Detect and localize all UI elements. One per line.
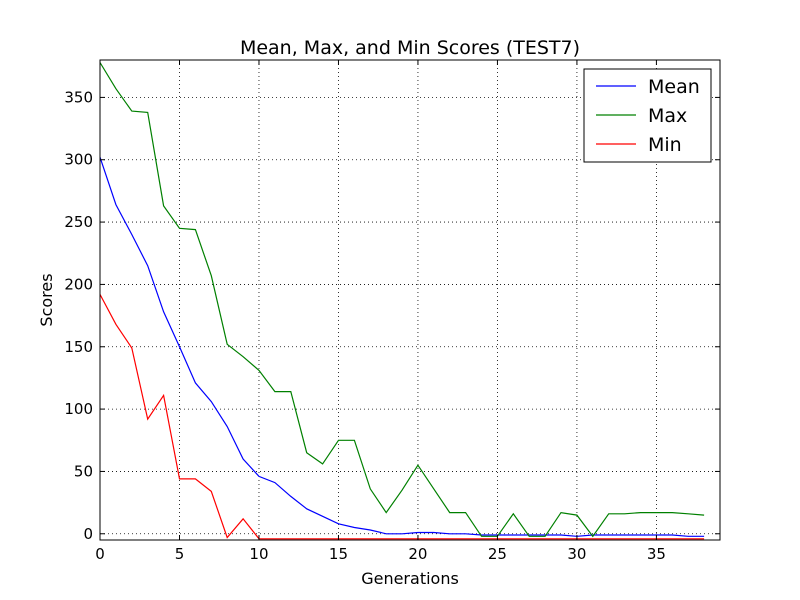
x-tick-label: 25 <box>488 545 507 563</box>
x-tick-label: 35 <box>647 545 666 563</box>
legend-label-max: Max <box>648 105 687 127</box>
series-line-mean <box>99 157 705 537</box>
chart-title: Mean, Max, and Min Scores (TEST7) <box>240 37 580 59</box>
legend-label-mean: Mean <box>648 76 700 98</box>
y-tick-label: 150 <box>64 338 93 356</box>
x-tick-label: 10 <box>249 545 268 563</box>
x-tick-labels: 0 5 10 15 20 25 30 35 <box>95 545 666 563</box>
legend: Mean Max Min <box>583 68 712 163</box>
x-tick-label: 30 <box>567 545 586 563</box>
y-tick-label: 0 <box>83 525 93 543</box>
axis-ticks <box>99 60 720 540</box>
x-tick-label: 20 <box>408 545 427 563</box>
x-axis-label: Generations <box>361 569 459 588</box>
y-tick-label: 100 <box>64 400 93 418</box>
x-tick-label: 15 <box>329 545 348 563</box>
series-layer <box>99 62 705 540</box>
y-axis-label: Scores <box>37 273 56 326</box>
y-tick-label: 200 <box>64 275 93 293</box>
x-tick-label: 5 <box>175 545 185 563</box>
series-line-max <box>99 62 705 538</box>
y-tick-label: 300 <box>64 151 93 169</box>
y-tick-label: 50 <box>74 462 93 480</box>
y-tick-labels: 0 50 100 150 200 250 300 350 <box>64 88 93 542</box>
plot-frame <box>99 59 721 541</box>
x-tick-label: 0 <box>95 545 105 563</box>
legend-label-min: Min <box>648 134 682 156</box>
series-line-min <box>99 294 705 540</box>
y-tick-label: 250 <box>64 213 93 231</box>
y-tick-label: 350 <box>64 88 93 106</box>
